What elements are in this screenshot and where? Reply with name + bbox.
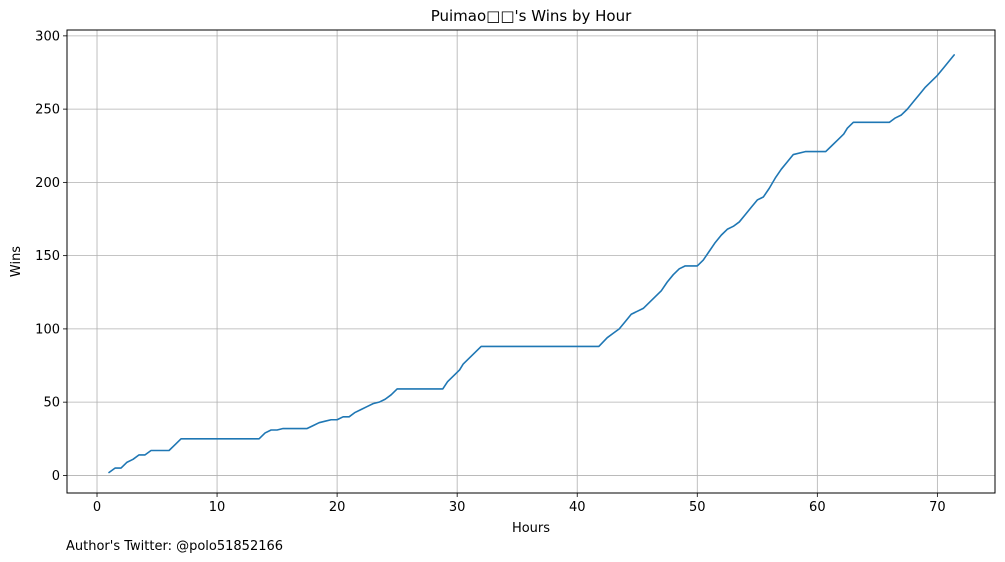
x-tick-label: 40: [569, 500, 586, 515]
x-tick-label: 10: [209, 500, 226, 515]
x-tick-label: 60: [809, 500, 826, 515]
y-tick-label: 100: [35, 322, 60, 337]
axis-ticks: 0 10 20 30 40 50 60 70 0 50 100 150 200 250 300: [35, 29, 945, 515]
x-axis-label: Hours: [512, 521, 550, 536]
y-tick-label: 150: [35, 249, 60, 264]
y-axis-label: Wins: [9, 246, 24, 277]
grid-lines: [67, 30, 995, 493]
x-tick-label: 20: [329, 500, 346, 515]
series-line-wins: [108, 54, 955, 474]
x-tick-label: 30: [449, 500, 466, 515]
x-tick-label: 50: [689, 500, 706, 515]
x-tick-label: 0: [93, 500, 101, 515]
series-layer: [108, 54, 955, 474]
y-tick-label: 250: [35, 103, 60, 118]
y-tick-label: 200: [35, 176, 60, 191]
plot-frame: [66, 29, 996, 494]
y-tick-label: 300: [35, 29, 60, 44]
y-tick-label: 50: [43, 396, 60, 411]
y-tick-label: 0: [52, 469, 60, 484]
chart-title: Puimao□□'s Wins by Hour: [431, 7, 632, 25]
x-tick-label: 70: [929, 500, 946, 515]
author-twitter-credit: Author's Twitter: @polo51852166: [66, 539, 283, 554]
